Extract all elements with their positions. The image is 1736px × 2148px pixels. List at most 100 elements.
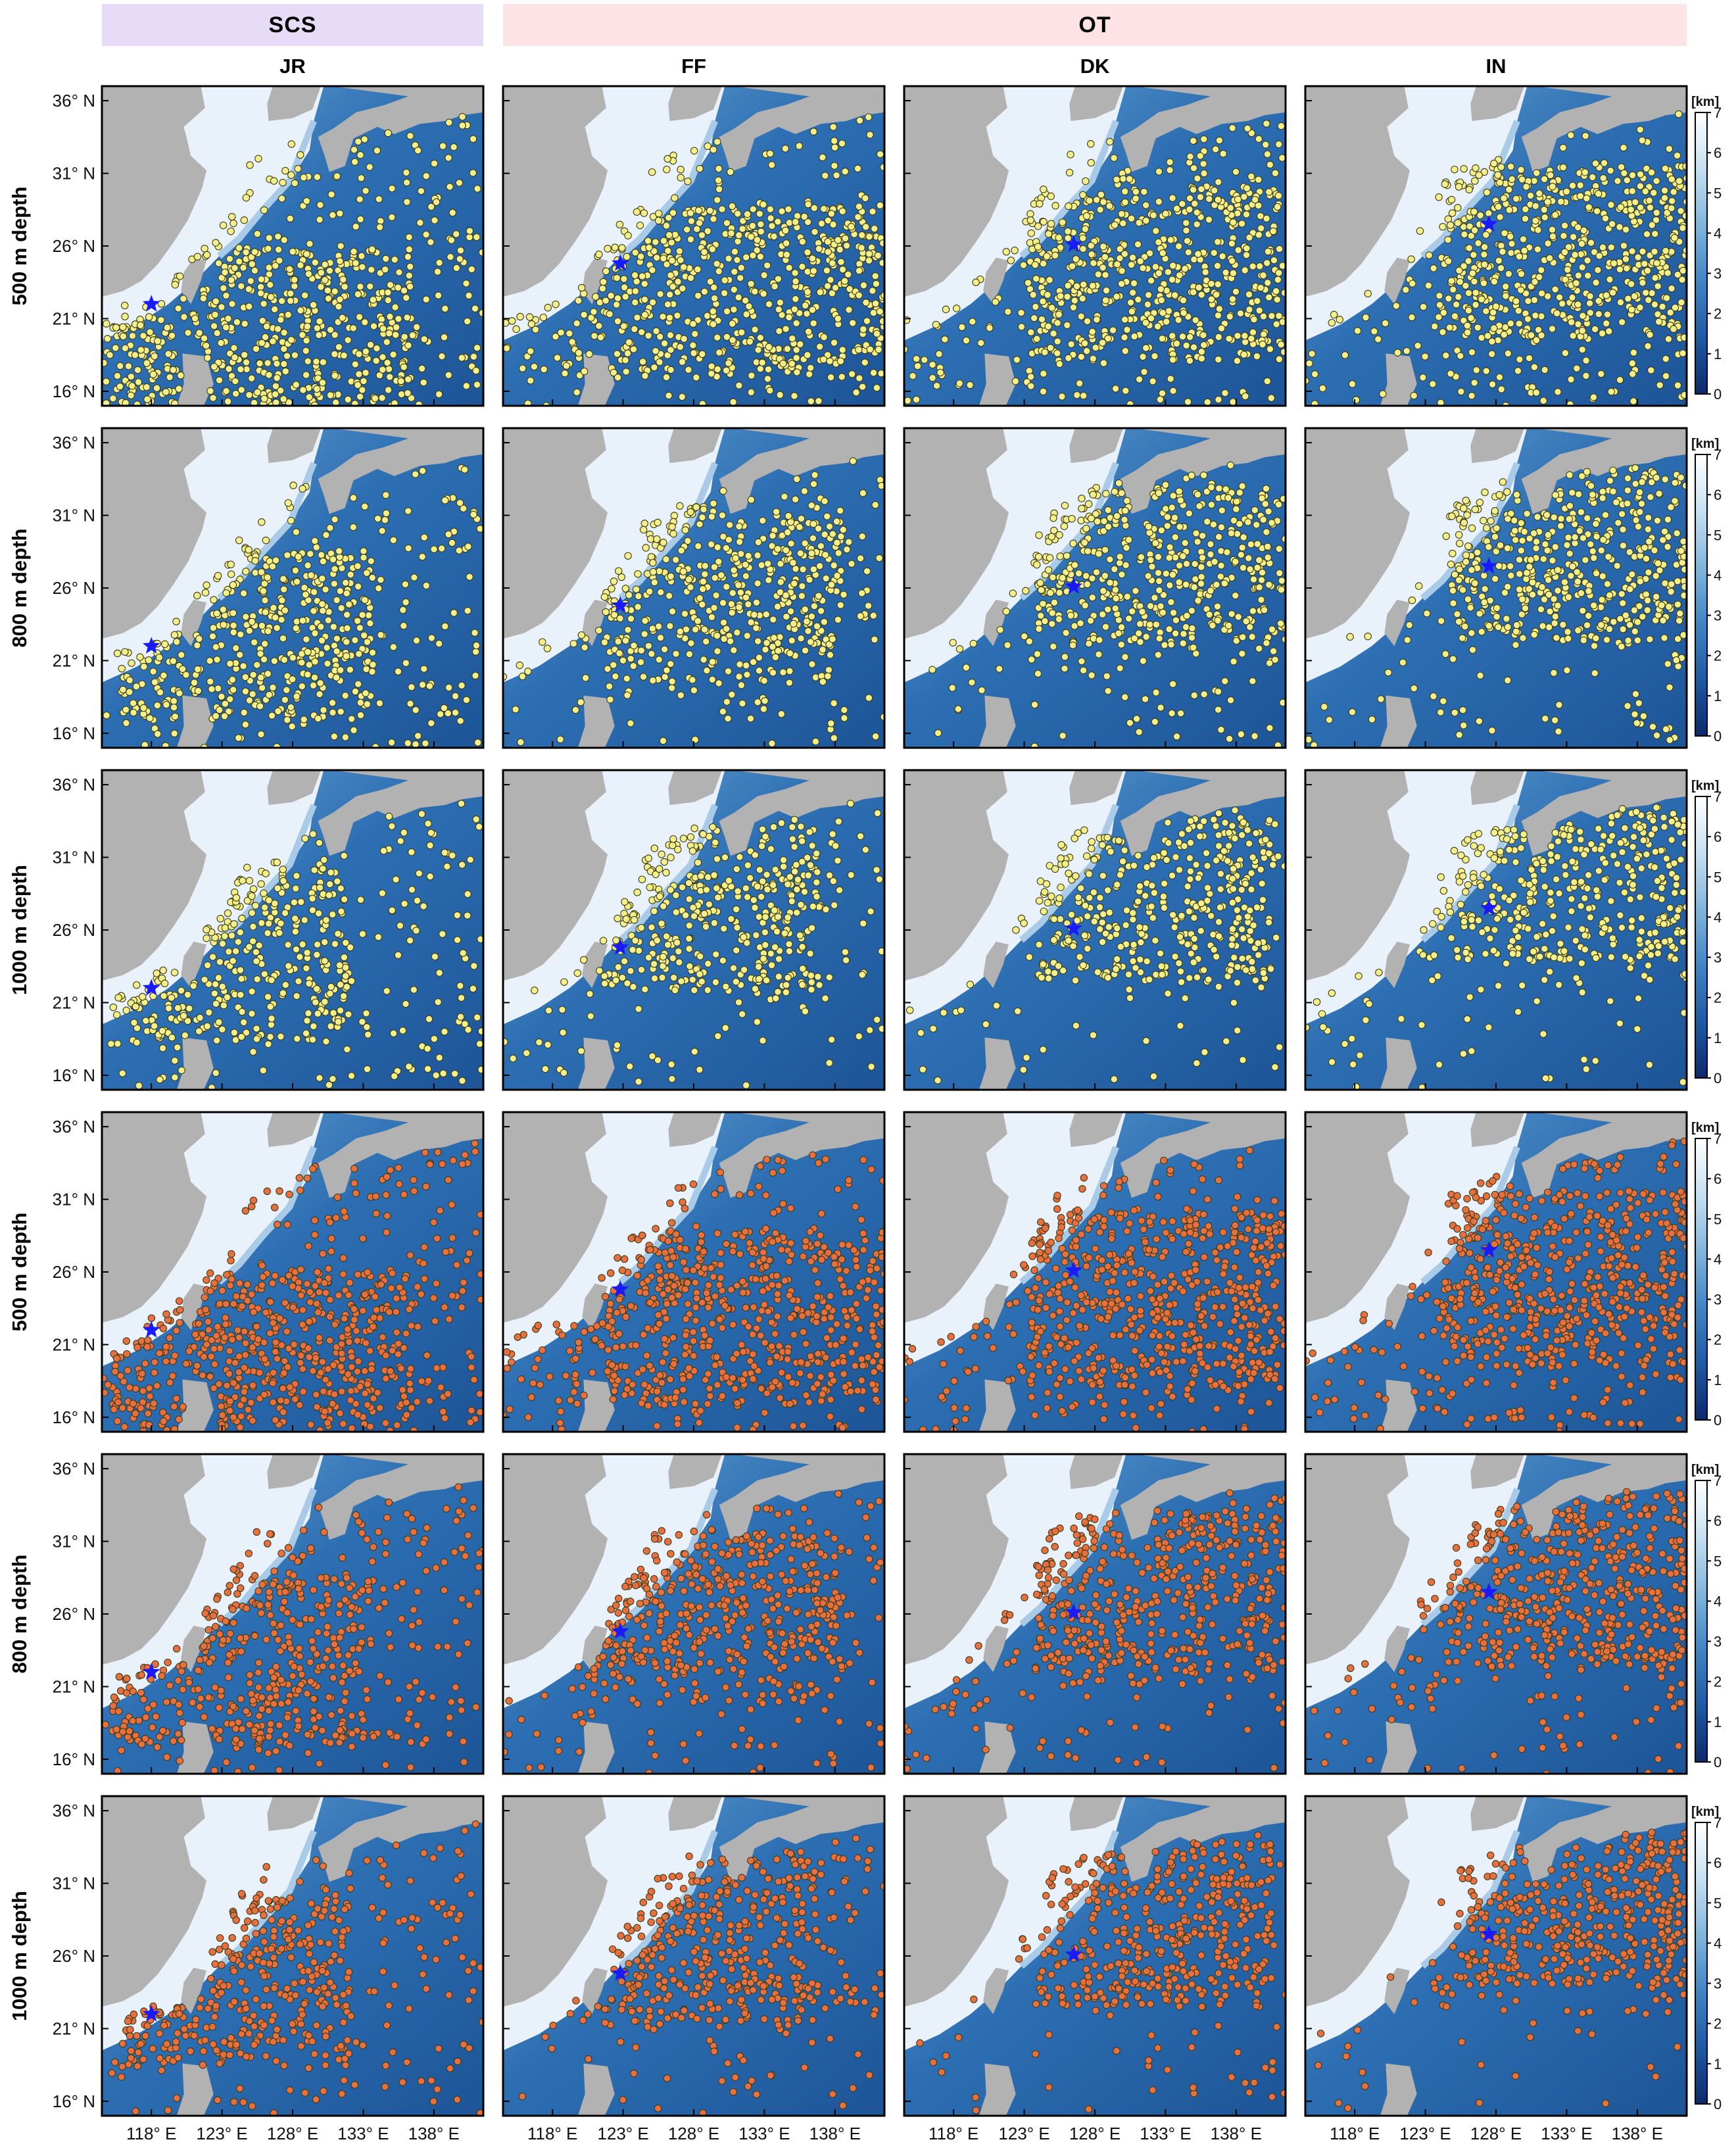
particle bbox=[1543, 198, 1552, 206]
particle bbox=[226, 695, 234, 703]
particle bbox=[830, 699, 838, 708]
particle bbox=[1384, 668, 1392, 677]
particle bbox=[1121, 333, 1128, 341]
particle bbox=[1491, 533, 1499, 541]
particle bbox=[760, 705, 768, 713]
particle bbox=[854, 213, 862, 221]
particle bbox=[1078, 295, 1087, 303]
particle bbox=[1174, 242, 1183, 251]
particle bbox=[713, 543, 722, 551]
particle bbox=[1069, 539, 1077, 548]
particle bbox=[627, 615, 635, 623]
particle bbox=[106, 351, 114, 359]
particle bbox=[1661, 579, 1669, 587]
particle bbox=[728, 691, 736, 698]
particle bbox=[662, 222, 671, 230]
particle bbox=[1169, 571, 1177, 579]
particle bbox=[1624, 474, 1632, 483]
particle bbox=[1274, 269, 1283, 277]
particle bbox=[777, 710, 786, 718]
particle bbox=[235, 257, 243, 266]
particle bbox=[1482, 231, 1490, 239]
particle bbox=[1641, 260, 1649, 268]
particle bbox=[1278, 262, 1286, 270]
particle bbox=[302, 337, 310, 345]
particle bbox=[245, 285, 253, 293]
particle bbox=[425, 682, 434, 690]
particle bbox=[639, 525, 648, 534]
particle bbox=[1094, 270, 1102, 278]
particle bbox=[665, 592, 673, 600]
particle bbox=[676, 627, 685, 635]
particle bbox=[436, 710, 445, 718]
particle bbox=[1100, 517, 1108, 525]
particle bbox=[1530, 631, 1538, 639]
particle bbox=[1452, 301, 1460, 308]
particle bbox=[352, 222, 360, 231]
particle bbox=[691, 625, 700, 633]
particle bbox=[1654, 282, 1662, 290]
particle bbox=[936, 368, 944, 377]
particle bbox=[1597, 370, 1605, 378]
particle bbox=[361, 596, 369, 604]
particle bbox=[102, 378, 110, 385]
particle bbox=[1564, 266, 1572, 274]
particle bbox=[1512, 627, 1520, 635]
particle bbox=[629, 345, 638, 353]
particle bbox=[955, 379, 964, 387]
particle bbox=[1537, 289, 1546, 297]
particle bbox=[698, 600, 706, 608]
particle bbox=[1488, 380, 1497, 389]
particle bbox=[1666, 736, 1674, 744]
particle bbox=[272, 382, 280, 390]
particle bbox=[1622, 611, 1630, 620]
particle bbox=[292, 381, 301, 389]
particle bbox=[1249, 262, 1257, 270]
particle bbox=[1053, 349, 1061, 357]
particle bbox=[444, 709, 452, 718]
particle bbox=[1110, 154, 1118, 162]
particle bbox=[1581, 132, 1589, 140]
particle bbox=[1583, 256, 1591, 264]
land-mainland bbox=[904, 428, 1009, 639]
land-japan bbox=[1521, 428, 1687, 514]
particle bbox=[246, 161, 254, 169]
particle bbox=[228, 300, 236, 308]
particle bbox=[399, 606, 407, 614]
particle bbox=[1635, 488, 1644, 497]
particle bbox=[1151, 352, 1159, 360]
particle bbox=[1099, 527, 1108, 535]
lat-tick-label: 36° N bbox=[53, 433, 95, 452]
particle bbox=[1171, 533, 1179, 541]
particle bbox=[1115, 479, 1123, 487]
particle bbox=[766, 387, 774, 395]
particle bbox=[270, 177, 278, 185]
particle bbox=[692, 225, 701, 233]
particle bbox=[1474, 324, 1482, 331]
particle bbox=[605, 682, 614, 691]
particle bbox=[172, 618, 180, 625]
particle bbox=[441, 497, 449, 504]
particle bbox=[949, 639, 957, 647]
particle bbox=[1175, 562, 1184, 570]
particle bbox=[986, 324, 994, 332]
particle bbox=[358, 252, 366, 260]
particle bbox=[354, 562, 362, 570]
particle bbox=[1275, 355, 1284, 363]
particle bbox=[180, 313, 188, 321]
particle bbox=[293, 693, 301, 700]
particle bbox=[631, 287, 640, 295]
particle bbox=[614, 637, 622, 646]
particle bbox=[1531, 216, 1539, 225]
particle bbox=[287, 140, 296, 148]
particle bbox=[1071, 561, 1079, 569]
land-luzon bbox=[1380, 695, 1417, 748]
particle bbox=[1444, 235, 1452, 244]
particle bbox=[692, 374, 700, 381]
particle bbox=[306, 239, 314, 248]
particle bbox=[143, 395, 151, 403]
particle bbox=[726, 637, 735, 645]
particle bbox=[1178, 332, 1187, 341]
particle bbox=[1007, 256, 1015, 264]
particle bbox=[1628, 359, 1637, 368]
